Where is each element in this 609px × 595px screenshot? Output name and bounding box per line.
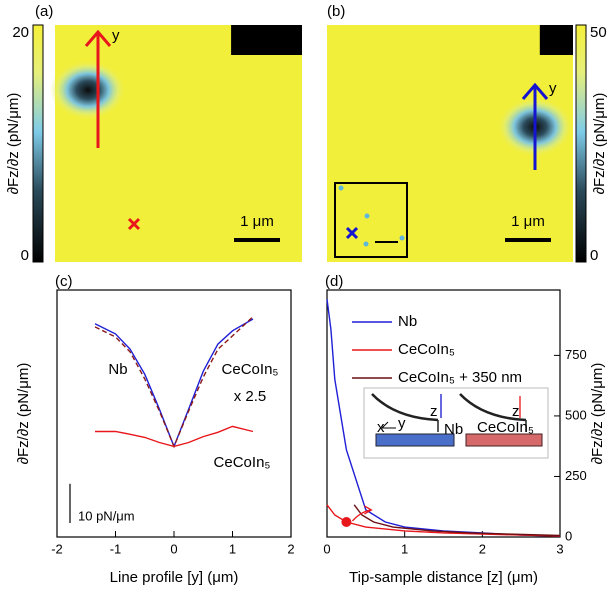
series-line xyxy=(95,425,254,448)
arrow-label: y xyxy=(112,27,120,44)
series-label: CeCoIn₅ x 2.5 xyxy=(222,361,279,405)
scale-bar-label: 10 pN/μm xyxy=(78,508,135,523)
y2-tick-label: 250 xyxy=(565,468,587,483)
panel-label: (a) xyxy=(35,3,53,20)
colorbar-label: ∂Fz/∂z (pN/μm) xyxy=(5,93,22,195)
colorbar-label: ∂Fz/∂z (pN/μm) xyxy=(591,93,608,195)
panel-label: (d) xyxy=(325,273,343,290)
legend-label: CeCoIn₅ + 350 nm xyxy=(398,369,522,386)
inset-label: Nb xyxy=(444,421,463,438)
series-line xyxy=(353,504,561,537)
series-label: CeCoIn₅ xyxy=(214,454,271,471)
x-tick-label: 0 xyxy=(323,541,330,556)
position-marker xyxy=(345,226,359,240)
inset-map xyxy=(334,182,408,258)
nb-sample xyxy=(375,433,455,447)
x-axis-label: Tip-sample distance [z] (μm) xyxy=(349,569,538,586)
vortex xyxy=(399,235,405,241)
position-marker xyxy=(127,217,141,231)
series-line xyxy=(326,504,561,537)
panel-label: (b) xyxy=(327,3,345,20)
material-label: CeCoIn₅ xyxy=(239,31,296,48)
x-tick-label: 1 xyxy=(229,541,236,556)
plot-frame xyxy=(326,289,561,538)
colorbar-tick-label: 0 xyxy=(590,247,598,264)
colorbar-tick-label: 50 xyxy=(590,24,607,41)
legend-label: Nb xyxy=(398,313,417,330)
vortex xyxy=(364,213,370,219)
label-box xyxy=(539,25,573,55)
plot-frame xyxy=(56,289,292,538)
label-box xyxy=(231,25,302,55)
vortex xyxy=(363,241,369,247)
legend-label: CeCoIn₅ xyxy=(398,341,455,358)
cecoin-sample xyxy=(465,433,543,447)
material-label: Nb xyxy=(548,31,567,48)
x-tick-label: -2 xyxy=(51,541,63,556)
y2-tick-label: 750 xyxy=(565,347,587,362)
marker-arrow-head xyxy=(364,505,373,515)
x-tick-label: 0 xyxy=(170,541,177,556)
colorbar-tick-label: 20 xyxy=(12,24,29,41)
x-tick-label: 2 xyxy=(287,541,294,556)
inset-label: y xyxy=(398,415,406,432)
colorbar-tick-label: 0 xyxy=(21,247,29,264)
y2-tick-label: 500 xyxy=(565,407,587,422)
vortex xyxy=(338,185,344,191)
cantilever xyxy=(459,393,527,422)
x-tick-label: 1 xyxy=(401,541,408,556)
x-tick-label: -1 xyxy=(110,541,122,556)
cantilever xyxy=(371,393,439,422)
y-axis-label: ∂Fz/∂z (pN/μm) xyxy=(589,363,606,465)
x-tick-label: 2 xyxy=(479,541,486,556)
marker-point xyxy=(341,516,352,527)
inset-label: CeCoIn₅ xyxy=(477,419,534,436)
x-tick-label: 3 xyxy=(556,541,563,556)
marker-arrow xyxy=(351,509,371,522)
y-axis-label: ∂Fz/∂z (pN/μm) xyxy=(15,363,32,465)
inset-label: x xyxy=(377,419,385,436)
colorbar xyxy=(32,24,44,263)
arrow-head xyxy=(84,29,112,47)
arrow-head xyxy=(521,82,549,100)
axes-glyph xyxy=(381,421,396,429)
panel-label: (c) xyxy=(55,273,73,290)
arrow-label: y xyxy=(549,80,557,97)
inset-label: z xyxy=(430,403,438,420)
scale-bar-label: 1 μm xyxy=(240,213,274,230)
x-axis-label: Line profile [y] (μm) xyxy=(110,569,239,586)
colorbar xyxy=(575,24,587,263)
heatmap-dip xyxy=(50,60,126,120)
scale-bar-label: 1 μm xyxy=(511,213,545,230)
y2-tick-label: 0 xyxy=(565,528,572,543)
series-label: Nb xyxy=(108,361,127,378)
inset-label: z xyxy=(512,403,520,420)
